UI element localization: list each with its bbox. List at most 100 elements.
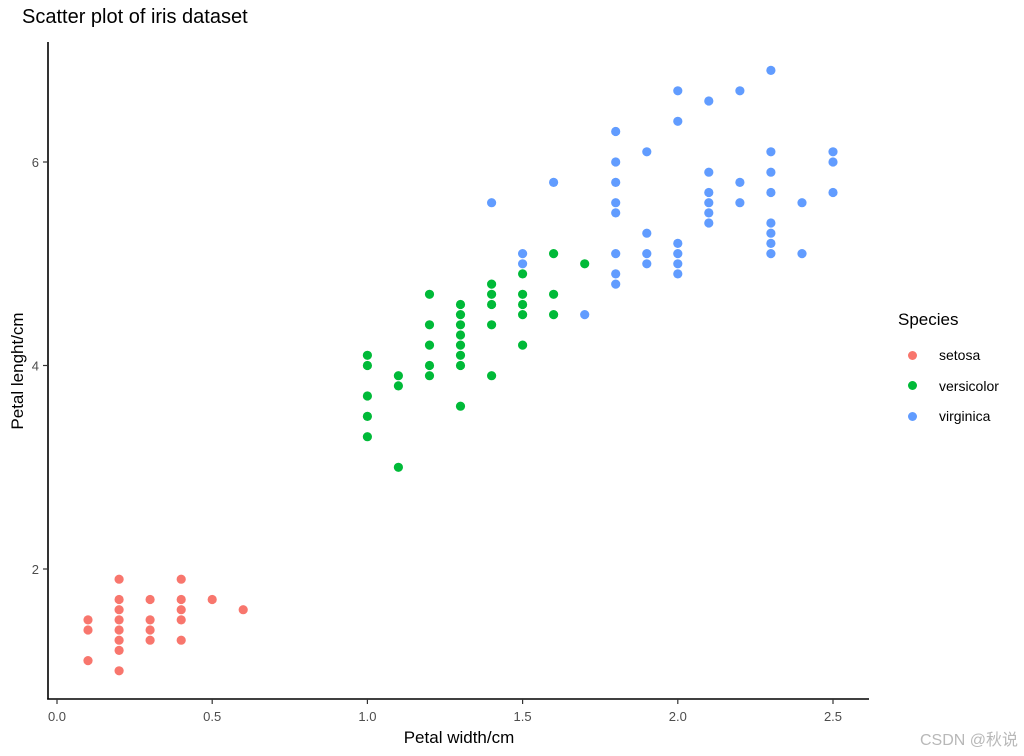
data-point-setosa <box>176 635 186 645</box>
data-point-virginica <box>673 238 683 248</box>
data-point-setosa <box>176 615 186 625</box>
data-point-versicolor <box>518 310 528 320</box>
data-point-versicolor <box>518 269 528 279</box>
legend: Species setosa versicolor virginica <box>898 310 999 432</box>
data-point-versicolor <box>580 259 590 269</box>
data-point-versicolor <box>424 289 435 299</box>
data-point-virginica <box>673 269 683 279</box>
data-point-virginica <box>518 259 528 269</box>
data-point-setosa <box>83 625 93 635</box>
legend-item-versicolor: versicolor <box>898 371 999 402</box>
data-point-virginica <box>611 279 621 289</box>
data-point-versicolor <box>424 360 435 371</box>
data-point-virginica <box>797 249 807 259</box>
legend-dot-icon <box>908 381 917 391</box>
axes <box>47 42 869 700</box>
data-point-virginica <box>828 157 838 167</box>
data-point-virginica <box>611 249 621 259</box>
data-point-versicolor <box>362 360 372 371</box>
data-point-setosa <box>114 645 124 656</box>
legend-dot-icon <box>908 350 917 360</box>
data-point-versicolor <box>518 289 528 299</box>
data-point-virginica <box>735 177 745 187</box>
data-point-versicolor <box>424 371 435 381</box>
data-point-versicolor <box>362 350 372 360</box>
data-point-versicolor <box>393 371 403 381</box>
data-point-versicolor <box>455 310 466 320</box>
data-point-virginica <box>704 187 714 198</box>
data-point-versicolor <box>455 320 466 330</box>
data-point-versicolor <box>455 360 466 371</box>
data-point-setosa <box>207 594 217 605</box>
legend-title: Species <box>898 310 959 329</box>
legend-label: virginica <box>939 408 991 425</box>
data-point-setosa <box>114 625 124 635</box>
data-point-virginica <box>611 177 621 187</box>
data-point-virginica <box>487 198 497 208</box>
data-point-setosa <box>114 666 124 676</box>
data-point-virginica <box>766 218 776 228</box>
data-point-setosa <box>114 605 124 615</box>
data-point-setosa <box>145 615 155 625</box>
data-point-virginica <box>642 147 652 157</box>
data-point-versicolor <box>487 289 497 299</box>
data-point-versicolor <box>455 340 466 350</box>
data-point-versicolor <box>518 299 528 310</box>
data-point-virginica <box>673 249 683 259</box>
data-point-setosa <box>176 594 186 605</box>
data-point-versicolor <box>424 340 435 350</box>
data-point-virginica <box>611 198 621 208</box>
x-tick-label: 1.5 <box>514 709 532 724</box>
data-point-virginica <box>735 86 745 96</box>
y-tick-label: 4 <box>32 359 39 374</box>
data-point-virginica <box>704 96 714 106</box>
x-tick-label: 2.5 <box>824 709 842 724</box>
y-axis-label: Petal lenght/cm <box>8 312 27 429</box>
data-point-virginica <box>766 249 776 259</box>
x-tick-label: 1.0 <box>358 709 376 724</box>
data-point-virginica <box>673 259 683 269</box>
data-point-virginica <box>704 198 714 208</box>
data-point-virginica <box>611 269 621 279</box>
data-point-setosa <box>114 594 124 605</box>
data-point-virginica <box>642 228 652 238</box>
data-point-versicolor <box>362 391 372 401</box>
y-tick-label: 6 <box>32 155 39 170</box>
data-point-versicolor <box>393 381 403 391</box>
data-point-versicolor <box>455 401 466 411</box>
data-point-setosa <box>83 656 93 666</box>
data-point-virginica <box>766 238 776 248</box>
data-point-versicolor <box>487 279 497 289</box>
data-point-setosa <box>145 625 155 635</box>
data-point-virginica <box>704 218 714 228</box>
data-point-setosa <box>114 635 124 645</box>
data-point-virginica <box>611 126 621 137</box>
data-point-virginica <box>642 249 652 259</box>
data-point-virginica <box>766 167 776 177</box>
data-point-virginica <box>766 187 776 198</box>
data-point-versicolor <box>362 432 372 442</box>
data-point-virginica <box>766 65 776 75</box>
legend-item-virginica: virginica <box>898 401 999 432</box>
data-point-virginica <box>673 116 683 126</box>
watermark: CSDN @秋说 <box>919 732 1018 749</box>
data-point-virginica <box>580 310 590 320</box>
data-point-versicolor <box>487 299 497 310</box>
x-axis-label: Petal width/cm <box>404 728 515 747</box>
data-point-versicolor <box>518 340 528 350</box>
data-point-setosa <box>145 635 155 645</box>
data-point-versicolor <box>424 320 435 330</box>
data-point-virginica <box>673 86 683 96</box>
data-point-setosa <box>114 574 124 584</box>
data-point-virginica <box>611 208 621 218</box>
data-point-virginica <box>735 198 745 208</box>
data-point-setosa <box>238 605 248 615</box>
legend-label: setosa <box>939 347 981 364</box>
y-axis-ticks: 2 4 6 <box>32 155 48 577</box>
data-point-versicolor <box>549 249 559 259</box>
legend-item-setosa: setosa <box>898 340 999 371</box>
legend-dot-icon <box>908 411 917 421</box>
data-point-versicolor <box>455 350 466 360</box>
data-point-versicolor <box>393 462 403 472</box>
